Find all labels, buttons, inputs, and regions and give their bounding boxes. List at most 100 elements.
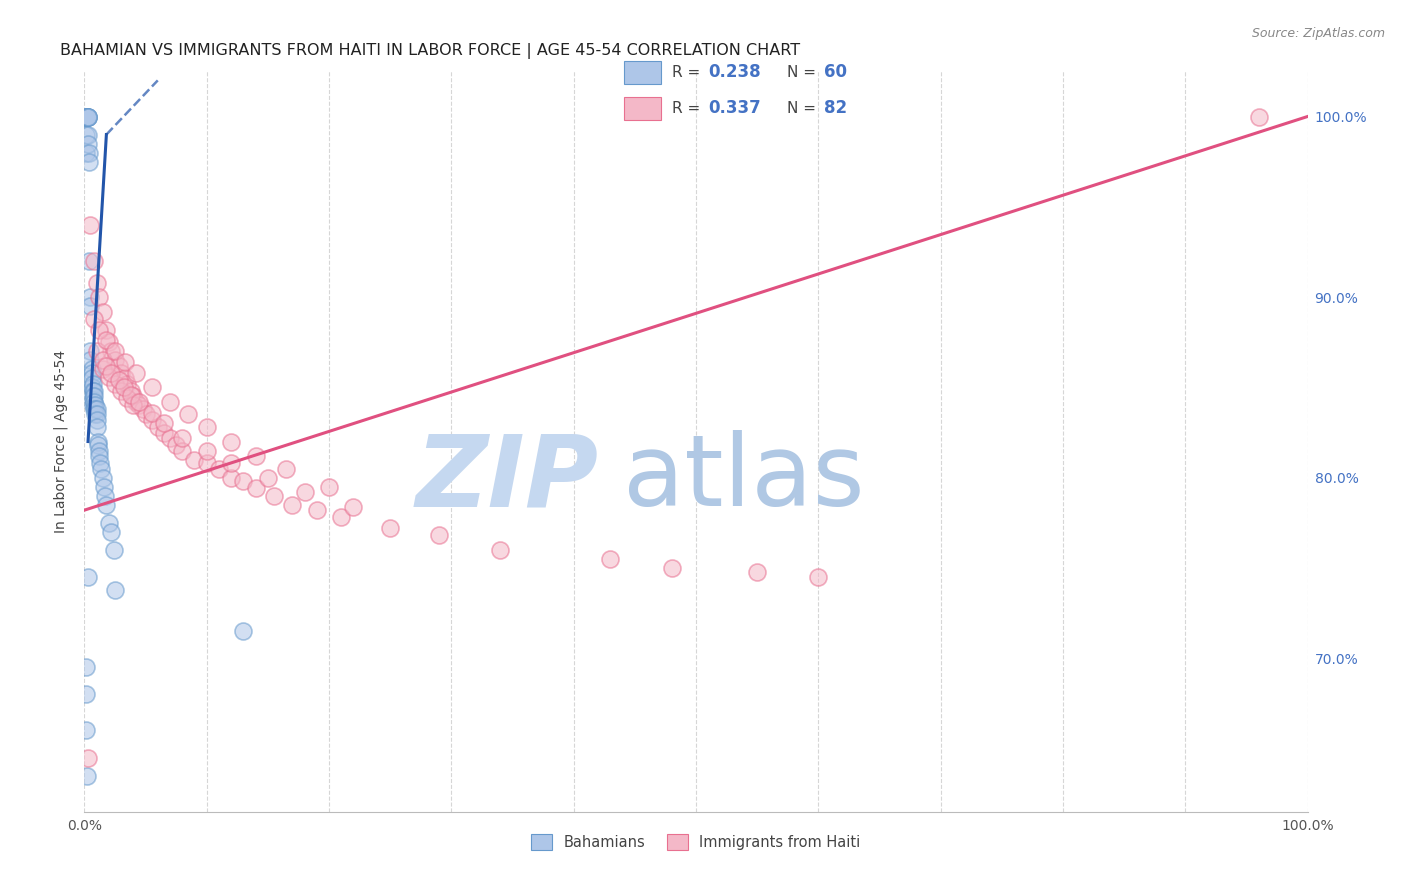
Point bbox=[82, 376, 104, 391]
Point bbox=[141, 413, 163, 427]
Point bbox=[77, 110, 100, 124]
Point bbox=[183, 452, 205, 467]
Point bbox=[100, 524, 122, 539]
Point bbox=[87, 322, 110, 336]
Point bbox=[125, 366, 148, 380]
Point bbox=[104, 353, 127, 368]
Point bbox=[83, 394, 105, 409]
Text: 0.238: 0.238 bbox=[709, 63, 761, 81]
Point bbox=[86, 408, 108, 422]
Point bbox=[172, 431, 194, 445]
Point bbox=[91, 304, 114, 318]
Point bbox=[232, 624, 254, 639]
Point bbox=[427, 528, 450, 542]
Point bbox=[104, 376, 127, 391]
Point bbox=[76, 110, 98, 124]
Point bbox=[77, 254, 100, 268]
Point bbox=[76, 110, 98, 124]
Point bbox=[82, 392, 104, 407]
Point bbox=[120, 387, 142, 401]
Point bbox=[276, 461, 298, 475]
Point bbox=[245, 482, 267, 496]
Point bbox=[100, 366, 122, 380]
Point bbox=[94, 489, 117, 503]
Point bbox=[84, 399, 107, 413]
Point bbox=[153, 417, 176, 431]
Point bbox=[599, 552, 621, 566]
Point bbox=[82, 384, 104, 398]
Text: 82: 82 bbox=[824, 99, 846, 117]
Point bbox=[380, 521, 402, 535]
Point bbox=[79, 218, 101, 232]
Point bbox=[104, 344, 127, 359]
Point bbox=[75, 145, 97, 160]
Text: N =: N = bbox=[787, 101, 821, 116]
Point bbox=[96, 334, 118, 348]
Point bbox=[89, 456, 111, 470]
Text: R =: R = bbox=[672, 101, 706, 116]
Point bbox=[77, 136, 100, 151]
Point bbox=[257, 470, 280, 484]
Point bbox=[172, 443, 194, 458]
Text: BAHAMIAN VS IMMIGRANTS FROM HAITI IN LABOR FORCE | AGE 45-54 CORRELATION CHART: BAHAMIAN VS IMMIGRANTS FROM HAITI IN LAB… bbox=[60, 43, 800, 59]
Point bbox=[83, 311, 105, 326]
Point bbox=[100, 344, 122, 359]
Point bbox=[97, 335, 120, 350]
Point bbox=[82, 399, 104, 413]
Point bbox=[96, 322, 118, 336]
Point bbox=[75, 110, 97, 124]
Point bbox=[807, 570, 830, 584]
Point bbox=[305, 503, 328, 517]
Point bbox=[76, 110, 98, 124]
Point bbox=[110, 366, 132, 380]
Point bbox=[661, 561, 683, 575]
Point bbox=[75, 110, 97, 124]
Point bbox=[79, 299, 101, 313]
Point bbox=[79, 353, 101, 368]
Point bbox=[125, 394, 148, 409]
Point bbox=[219, 434, 242, 449]
FancyBboxPatch shape bbox=[624, 97, 661, 120]
Point bbox=[177, 408, 200, 422]
Point bbox=[86, 402, 108, 417]
Point bbox=[75, 687, 97, 701]
Point bbox=[1247, 110, 1270, 124]
Point bbox=[86, 420, 108, 434]
Point bbox=[195, 443, 218, 458]
Point bbox=[77, 128, 100, 142]
Point bbox=[75, 110, 97, 124]
Point bbox=[128, 394, 150, 409]
Point bbox=[86, 413, 108, 427]
Point bbox=[96, 359, 118, 373]
Point bbox=[83, 254, 105, 268]
Legend: Bahamians, Immigrants from Haiti: Bahamians, Immigrants from Haiti bbox=[526, 828, 866, 856]
Point bbox=[75, 128, 97, 142]
Point bbox=[114, 371, 136, 385]
Point bbox=[219, 470, 242, 484]
Point bbox=[489, 542, 512, 557]
Point bbox=[86, 276, 108, 290]
Point bbox=[77, 750, 100, 764]
Point bbox=[159, 394, 181, 409]
Point bbox=[79, 290, 101, 304]
Point bbox=[75, 660, 97, 674]
Point bbox=[115, 376, 138, 391]
Point bbox=[80, 371, 103, 385]
Point bbox=[146, 420, 169, 434]
Point bbox=[132, 402, 155, 417]
Text: N =: N = bbox=[787, 65, 821, 80]
Point bbox=[86, 344, 108, 359]
Point bbox=[91, 353, 114, 368]
Point bbox=[219, 456, 242, 470]
Point bbox=[75, 723, 97, 738]
Point bbox=[122, 399, 145, 413]
Point bbox=[195, 420, 218, 434]
Point bbox=[107, 373, 129, 387]
Point bbox=[90, 461, 112, 475]
Point bbox=[120, 384, 142, 398]
Point bbox=[104, 582, 127, 597]
Point bbox=[112, 380, 135, 394]
Point bbox=[77, 110, 100, 124]
Point bbox=[77, 154, 100, 169]
Point bbox=[153, 425, 176, 440]
